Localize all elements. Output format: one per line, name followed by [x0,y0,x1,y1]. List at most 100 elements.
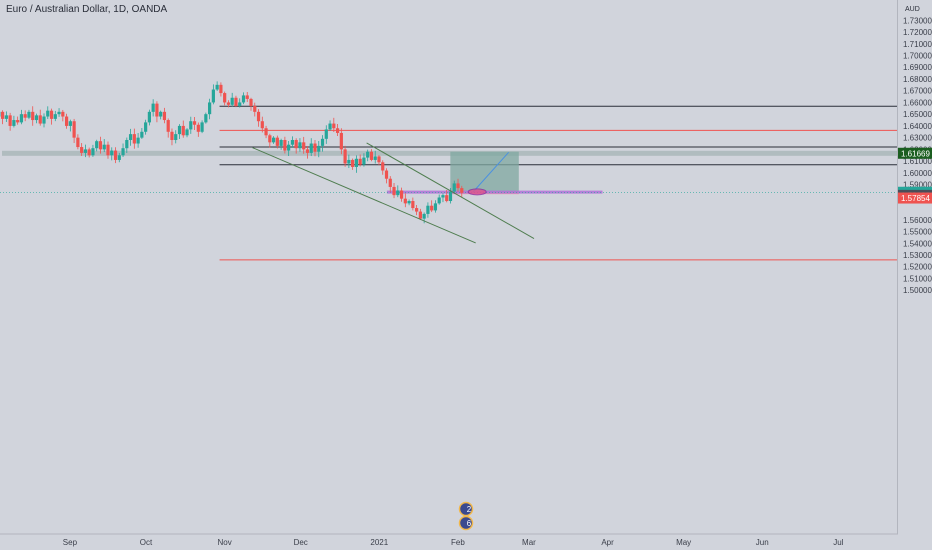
candle-body [219,84,223,94]
candle-body [106,144,110,156]
price-tick-label: 1.68000 [903,75,932,84]
candle-body [128,134,133,140]
trendline-2 [366,142,535,240]
time-tick-label: Apr [601,538,614,547]
time-tick-label: Sep [63,538,78,547]
price-tick-label: 1.61000 [903,157,932,166]
time-axis [0,534,898,550]
price-label-text: 1.61669 [901,149,930,158]
candle-body [302,142,306,150]
candle-body [155,103,159,117]
candle-body [437,197,441,204]
candle-body [162,111,167,121]
candle-body [223,93,227,103]
candle-body [151,103,155,112]
price-tick-label: 1.53000 [903,251,932,260]
candle-body [177,125,182,135]
chart-title: Euro / Australian Dollar, 1D, OANDA [6,4,168,15]
candle-body [260,121,264,129]
candle-body [328,123,332,130]
candle-body [445,195,449,202]
candle-body [57,111,61,115]
candle-body [147,111,151,123]
candle-body [16,120,20,123]
price-tick-label: 1.59000 [903,181,932,190]
candle-body [144,122,148,132]
candle-body [64,116,69,126]
candle-body [351,159,355,167]
candle-body [238,102,242,106]
candle-body [245,95,249,99]
candle-body [377,156,381,163]
candle-body [279,139,283,146]
candle-body [12,120,16,126]
candle-body [392,186,396,196]
candle-body [140,131,144,138]
candle-body [339,132,343,150]
candle-body [407,201,411,204]
event-badge [458,501,474,517]
candle-body [80,147,84,153]
candle-body [19,114,24,123]
candle-body [317,145,321,152]
support-zone [2,150,897,156]
event-badge-count: 6 [467,519,472,528]
candle-body [441,195,445,198]
candle-body [98,141,103,150]
candle-body [249,98,253,106]
price-label-text: 1.57854 [901,194,930,203]
candle-body [1,111,5,119]
entry-band [386,190,603,194]
time-tick-label: Nov [218,538,232,547]
candle-body [181,125,185,136]
time-tick-label: 2021 [370,538,388,547]
event-badge [458,515,474,531]
candle-body [422,213,426,219]
candle-body [159,111,163,117]
time-tick-label: Jul [833,538,843,547]
candle-body [452,183,456,192]
price-tick-label: 1.71000 [903,40,932,49]
candle-body [343,149,347,164]
candle-body [460,188,464,193]
price-label-box [898,192,932,204]
candle-body [185,129,189,136]
event-badge-count: 2 [467,505,472,514]
candle-body [226,102,231,105]
candle-body [373,156,377,160]
candle-body [324,129,328,139]
price-tick-label: 1.52000 [903,263,932,272]
candle-body [34,115,39,121]
candle-body [384,170,389,179]
candle-body [166,120,170,132]
candle-body [264,128,268,136]
candle-body [61,111,65,117]
price-tick-label: 1.69000 [903,63,932,72]
price-label-box [898,147,932,159]
currency-label: AUD [905,6,920,13]
price-axis [898,0,932,550]
price-tick-label: 1.55000 [903,228,932,237]
candle-body [49,110,54,119]
candle-body [369,151,374,160]
position-target-zone [450,151,519,192]
candle-body [38,115,42,124]
candle-body [366,151,370,158]
time-tick-label: Mar [522,538,536,547]
candle-body [189,121,193,130]
candle-body [121,148,125,156]
candle-body [354,158,358,167]
candle-body [8,115,12,126]
candle-body [415,208,419,212]
candle-body [283,139,287,151]
candle-body [430,205,434,211]
price-tick-label: 1.65000 [903,110,932,119]
candle-body [332,123,336,129]
candle-body [396,190,400,196]
candle-body [87,149,91,156]
projection-arrow [472,151,510,193]
entry-ellipse [467,188,487,196]
